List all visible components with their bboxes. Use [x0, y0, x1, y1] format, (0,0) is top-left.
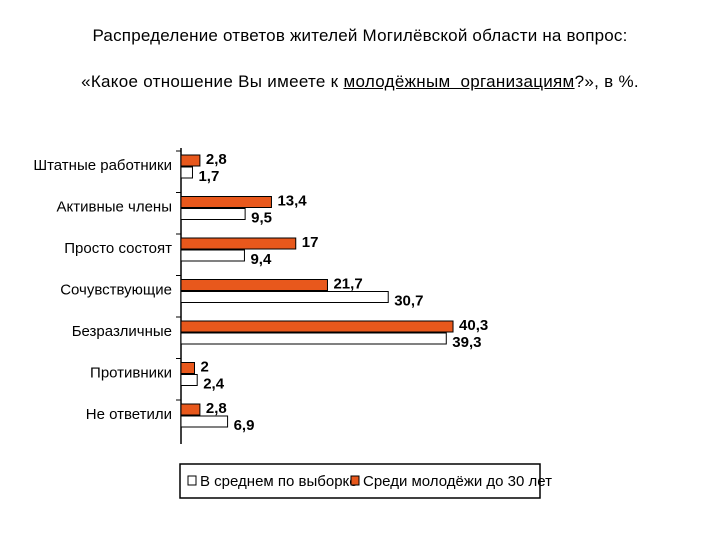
- data-label-average: 2,4: [203, 376, 225, 393]
- data-label-average: 6,9: [234, 417, 255, 434]
- bar-youth: [180, 320, 454, 333]
- bar-youth: [180, 237, 297, 250]
- data-label-average: 30,7: [394, 293, 423, 310]
- bar-average: [180, 291, 389, 303]
- bar-youth: [180, 403, 201, 416]
- data-label-youth: 40,3: [459, 317, 488, 334]
- title-line-2: «Какое отношение Вы имеете к молодёжным …: [0, 72, 720, 92]
- category-label: Противники: [90, 365, 172, 382]
- data-label-average: 9,4: [250, 251, 272, 268]
- data-label-youth: 2,8: [206, 151, 227, 168]
- bar-youth: [180, 279, 328, 291]
- legend-box: [179, 463, 541, 499]
- bar-average: [180, 249, 245, 262]
- data-label-average: 1,7: [198, 168, 219, 185]
- category-label: Штатные работники: [33, 157, 172, 174]
- data-label-average: 39,3: [452, 334, 481, 351]
- bar-youth: [180, 196, 272, 208]
- data-label-youth: 13,4: [277, 193, 307, 210]
- data-label-youth: 2,8: [206, 400, 227, 417]
- category-label: Безразличные: [72, 323, 172, 340]
- bar-youth: [180, 154, 201, 167]
- bar-average: [180, 415, 229, 428]
- data-label-youth: 21,7: [333, 276, 362, 293]
- data-label-average: 9,5: [251, 210, 272, 227]
- category-label: Не ответили: [86, 406, 172, 423]
- bar-average: [180, 374, 198, 386]
- category-label: Активные члены: [56, 199, 172, 216]
- bar-average: [180, 332, 447, 345]
- legend-swatch-youth: [350, 475, 360, 486]
- category-label: Просто состоят: [64, 240, 172, 257]
- title-line-2-start: «Какое отношение Вы имеете к: [81, 72, 344, 91]
- bar-average: [180, 166, 193, 179]
- title-line-2-end: ?», в %.: [574, 72, 639, 91]
- title-line-2-underlined: молодёжным организациям: [343, 72, 575, 91]
- legend-label-average: В среднем по выборке: [200, 473, 358, 490]
- data-label-youth: 2: [201, 359, 209, 376]
- title-line-1: Распределение ответов жителей Могилёвско…: [92, 26, 628, 45]
- bar-youth: [180, 362, 195, 374]
- bar-average: [180, 208, 246, 220]
- legend-swatch-average: [187, 475, 197, 486]
- legend-label-youth: Среди молодёжи до 30 лет: [363, 473, 552, 490]
- data-label-youth: 17: [302, 234, 319, 251]
- category-label: Сочувствующие: [60, 282, 172, 299]
